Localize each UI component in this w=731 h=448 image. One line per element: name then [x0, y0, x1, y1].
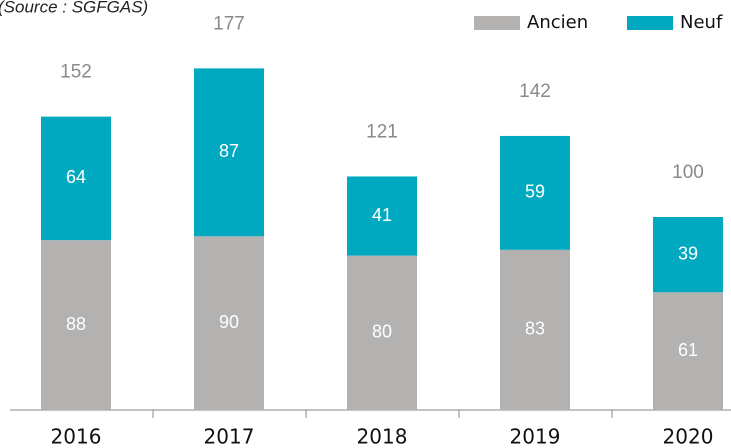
value-label: 83 [525, 319, 545, 339]
x-tick-label: 2017 [204, 425, 255, 448]
x-tick-label: 2020 [663, 425, 714, 448]
bar-segment [41, 240, 111, 410]
source: (Source : SGFGAS) [0, 0, 148, 16]
bar-segment [347, 255, 417, 410]
legend-label: Ancien [527, 12, 588, 33]
value-label: 64 [66, 167, 86, 187]
total-label: 142 [519, 81, 551, 102]
value-label: 87 [219, 141, 239, 161]
total-label: 100 [672, 162, 704, 183]
bar-segment [500, 249, 570, 410]
bar-segment [41, 116, 111, 241]
total-label: 177 [213, 13, 245, 34]
legend-swatch [474, 16, 520, 30]
bar-segment [194, 68, 264, 237]
value-label: 41 [372, 205, 392, 225]
bar-segment [194, 236, 264, 410]
value-label: 90 [219, 312, 239, 332]
x-tick-label: 2019 [510, 425, 561, 448]
value-label: 88 [66, 314, 86, 334]
legend-label: Neuf [680, 12, 723, 33]
total-label: 121 [366, 121, 398, 142]
bar-segment [347, 176, 417, 256]
bar-segment [653, 292, 723, 410]
x-tick-label: 2016 [51, 425, 102, 448]
bar-segment [500, 135, 570, 250]
bar-segment [653, 217, 723, 293]
value-label: 39 [678, 243, 698, 263]
x-tick-label: 2018 [357, 425, 408, 448]
value-label: 80 [372, 322, 392, 342]
total-label: 152 [60, 62, 92, 83]
legend-swatch [627, 16, 673, 30]
value-label: 61 [678, 340, 698, 360]
value-label: 59 [525, 182, 545, 202]
